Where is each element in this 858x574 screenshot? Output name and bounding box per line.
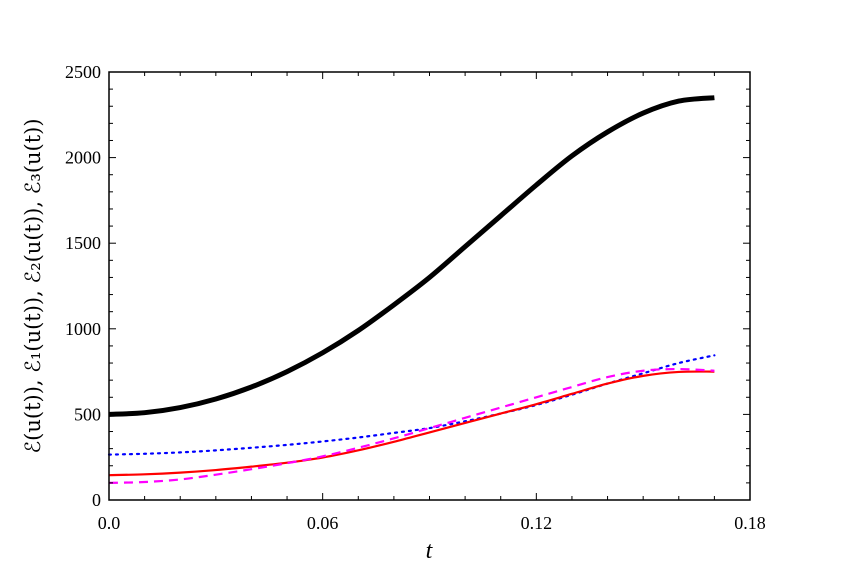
y-tick-label: 1500	[65, 233, 101, 253]
y-tick-label: 0	[92, 490, 101, 510]
series-line-1	[108, 95, 715, 417]
tick-labels-layer: 0.0 0.06 0.12 0.18 0 500 1000 1500 2000 2500	[65, 62, 766, 533]
ticks-layer	[108, 71, 751, 501]
x-tick-label: 0.18	[734, 513, 766, 533]
x-tick-label: 0.12	[521, 513, 553, 533]
y-tick-label: 2500	[65, 62, 101, 82]
x-tick-label: 0.06	[307, 513, 339, 533]
series-layer	[107, 95, 716, 484]
series-line-4	[108, 367, 715, 484]
series-line-2	[107, 354, 716, 456]
y-tick-label: 500	[74, 404, 101, 424]
y-tick-label: 1000	[65, 319, 101, 339]
plot-frame	[108, 71, 751, 501]
y-axis-label: ℰ(u(t)), ℰ₁(u(t)), ℰ₂(u(t)), ℰ₃(u(t))	[21, 118, 45, 453]
x-axis-label: t	[426, 538, 434, 564]
y-tick-label: 2000	[65, 148, 101, 168]
x-tick-label: 0.0	[98, 513, 121, 533]
series-line-3	[108, 370, 715, 477]
